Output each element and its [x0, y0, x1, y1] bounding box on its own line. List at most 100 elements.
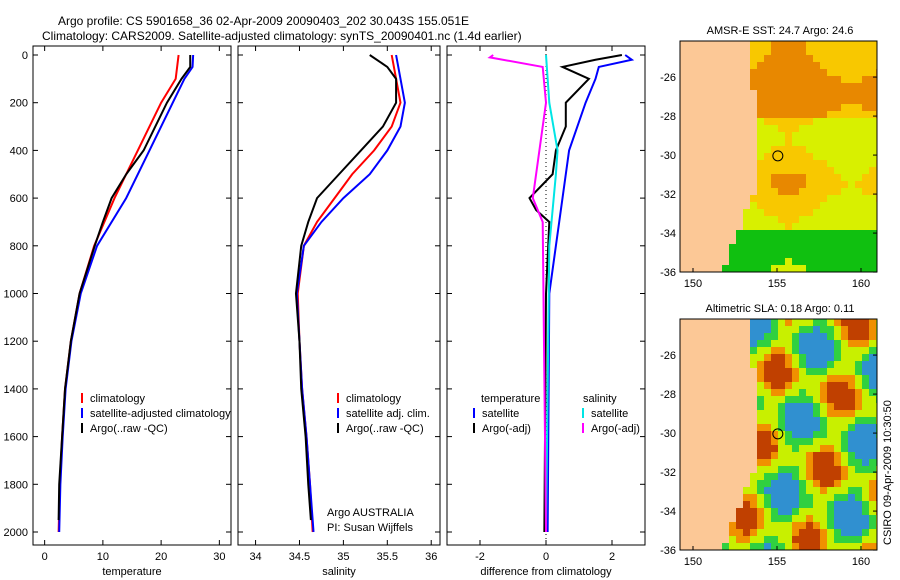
map-cell	[778, 347, 785, 354]
map-cell	[715, 431, 722, 438]
map-cell	[848, 340, 855, 347]
map-cell	[722, 438, 729, 445]
map-cell	[813, 41, 820, 48]
map-cell	[869, 424, 876, 431]
map-cell	[715, 473, 722, 480]
map-cell	[680, 97, 687, 104]
map-cell	[771, 174, 778, 181]
map-cell	[834, 536, 841, 543]
map-cell	[722, 543, 729, 550]
map-cell	[708, 543, 715, 550]
map-cell	[862, 508, 869, 515]
map-cell	[792, 375, 799, 382]
map-cell	[834, 83, 841, 90]
map-cell	[841, 167, 848, 174]
map-cell	[834, 209, 841, 216]
map-cell	[771, 375, 778, 382]
map-cell	[813, 466, 820, 473]
map-cell	[694, 347, 701, 354]
map-cell	[813, 508, 820, 515]
map-cell	[708, 452, 715, 459]
map-cell	[722, 48, 729, 55]
map-cell	[680, 202, 687, 209]
map-cell	[708, 522, 715, 529]
map-cell	[841, 160, 848, 167]
map-cell	[722, 361, 729, 368]
map-cell	[687, 160, 694, 167]
map-cell	[799, 55, 806, 62]
map-cell	[743, 181, 750, 188]
map-cell	[862, 340, 869, 347]
map-cell	[834, 396, 841, 403]
map-cell	[708, 174, 715, 181]
map-cell	[708, 62, 715, 69]
map-cell	[750, 501, 757, 508]
map-cell	[841, 41, 848, 48]
map-cell	[757, 230, 764, 237]
map-cell	[869, 181, 876, 188]
map-cell	[687, 209, 694, 216]
map-cell	[813, 188, 820, 195]
map-cell	[820, 438, 827, 445]
map-cell	[813, 55, 820, 62]
map-cell	[729, 48, 736, 55]
map-cell	[806, 494, 813, 501]
map-cell	[736, 466, 743, 473]
map-cell	[855, 258, 862, 265]
map-cell	[680, 389, 687, 396]
map-cell	[841, 487, 848, 494]
map-cell	[792, 55, 799, 62]
map-cell	[729, 382, 736, 389]
map-cell	[855, 480, 862, 487]
map-cell	[771, 515, 778, 522]
map-y-tick-label: -28	[660, 389, 676, 401]
map-cell	[855, 251, 862, 258]
map-cell	[778, 174, 785, 181]
map-cell	[806, 62, 813, 69]
map-cell	[869, 326, 876, 333]
map-x-tick-label: 150	[684, 278, 702, 290]
map-cell	[813, 319, 820, 326]
map-cell	[680, 438, 687, 445]
map-cell	[736, 452, 743, 459]
map-cell	[834, 361, 841, 368]
map-cell	[862, 445, 869, 452]
map-cell	[862, 55, 869, 62]
map-cell	[841, 445, 848, 452]
map-cell	[750, 223, 757, 230]
map-cell	[750, 480, 757, 487]
map-cell	[757, 494, 764, 501]
map-cell	[729, 522, 736, 529]
map-cell	[792, 431, 799, 438]
map-cell	[862, 195, 869, 202]
map-cell	[736, 41, 743, 48]
map-cell	[862, 146, 869, 153]
map-cell	[743, 90, 750, 97]
map-cell	[687, 382, 694, 389]
map-cell	[694, 543, 701, 550]
map-cell	[708, 480, 715, 487]
map-cell	[806, 424, 813, 431]
map-cell	[820, 209, 827, 216]
map-cell	[820, 459, 827, 466]
map-cell	[729, 174, 736, 181]
legend-label: climatology	[346, 393, 402, 405]
map-cell	[841, 216, 848, 223]
map-cell	[722, 375, 729, 382]
map-cell	[820, 382, 827, 389]
map-cell	[785, 69, 792, 76]
map-cell	[750, 417, 757, 424]
map-cell	[813, 536, 820, 543]
map-cell	[848, 167, 855, 174]
map-cell	[771, 90, 778, 97]
map-cell	[708, 104, 715, 111]
map-cell	[841, 202, 848, 209]
map-cell	[799, 340, 806, 347]
map-cell	[785, 445, 792, 452]
map-cell	[729, 340, 736, 347]
map-cell	[701, 125, 708, 132]
map-cell	[869, 459, 876, 466]
map-cell	[841, 139, 848, 146]
map-cell	[820, 333, 827, 340]
map-cell	[778, 69, 785, 76]
